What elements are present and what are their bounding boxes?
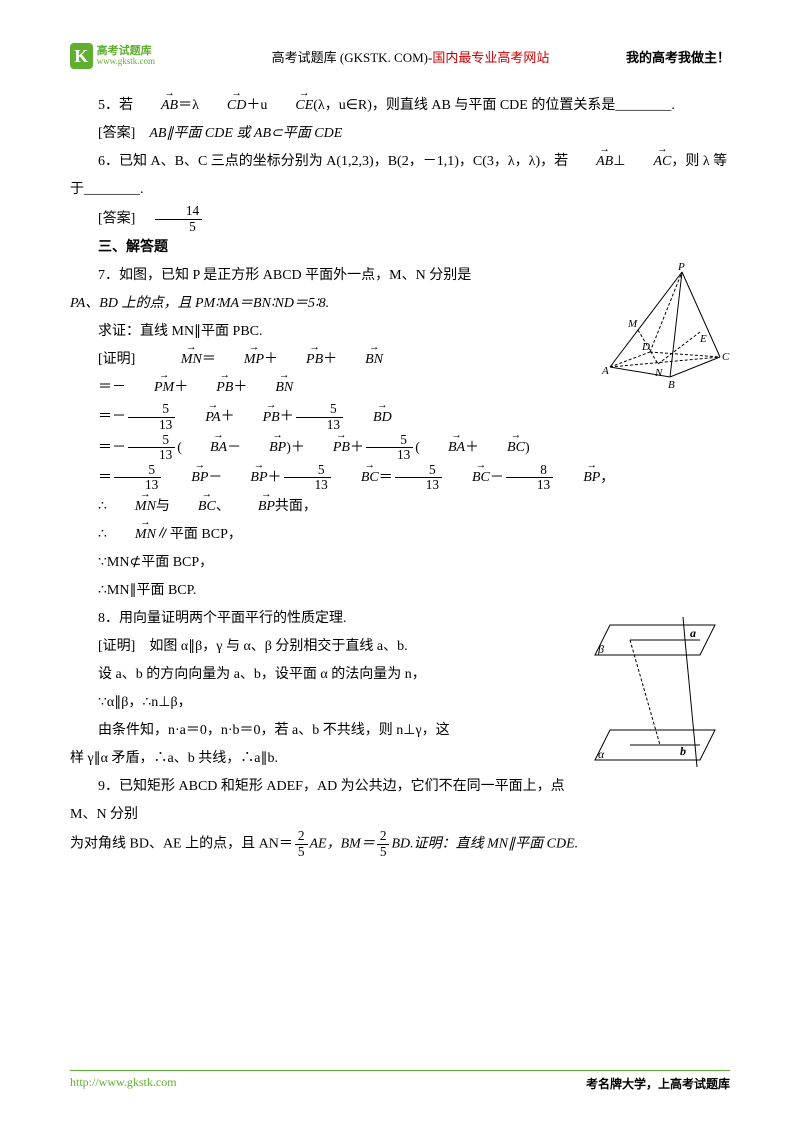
lbl-a-line: a	[690, 626, 696, 640]
footer-url: http://www.gkstk.com	[70, 1075, 177, 1092]
q7-s6: ∥平面 BCP，	[156, 527, 242, 542]
vec-mn3: MN	[107, 521, 156, 549]
logo-icon: K	[70, 43, 93, 69]
q9-line2a: 为对角线 BD、AE 上的点，且 AN＝	[70, 836, 293, 851]
vec-cd: CD	[199, 92, 246, 120]
q5-tail: (λ，u∈R)，则直线 AB 与平面 CDE 的位置关系是________.	[313, 98, 675, 113]
vec-ac: AC	[625, 148, 671, 176]
q5-mid1: ＝λ	[178, 98, 199, 113]
q7-step8: ∴MN∥平面 BCP.	[70, 577, 730, 605]
header-center-red: 国内最专业高考网站	[432, 50, 549, 65]
q9-line2c: BD.证明：直线 MN∥平面 CDE.	[391, 836, 578, 851]
q6-line1: 6．已知 A、B、C 三点的坐标分别为 A(1,2,3)，B(2，－1,1)，C…	[98, 154, 568, 169]
lbl-c: C	[722, 351, 730, 363]
q9-f1d: 5	[295, 845, 308, 860]
vec-pm: PM	[126, 374, 174, 402]
lbl-b-line: b	[680, 744, 686, 758]
q7-s5d: 共面，	[275, 499, 317, 514]
vec-bp4: BP	[555, 464, 600, 492]
vec-bc3: BC	[444, 464, 490, 492]
header-center-prefix: 高考试题库 (GKSTK. COM)-	[272, 50, 433, 65]
lbl-p: P	[677, 262, 685, 273]
q6-answer: [答案] 145	[70, 204, 730, 234]
vec-bc2: BC	[333, 464, 379, 492]
q6-statement: 6．已知 A、B、C 三点的坐标分别为 A(1,2,3)，B(2，－1,1)，C…	[70, 148, 730, 204]
q9-f1n: 2	[295, 829, 308, 845]
lbl-d: D	[641, 341, 650, 353]
pyramid-figure: P A B C D E M N	[600, 262, 730, 403]
lbl-n: N	[654, 367, 663, 379]
q9-line2b: AE，BM＝	[310, 836, 375, 851]
planes-figure: β α a b	[590, 605, 730, 786]
q7-s5c: 、	[216, 499, 230, 514]
q7-step6: ∴MN∥平面 BCP，	[70, 521, 730, 549]
vec-ce: CE	[267, 92, 313, 120]
q7-s5a: ∴	[98, 499, 107, 514]
q9-f2n: 2	[377, 829, 390, 845]
logo-url: www.gkstk.com	[97, 57, 155, 67]
q7-s5b: 与	[156, 499, 170, 514]
vec-bc4: BC	[170, 493, 216, 521]
logo: K 高考试题库 www.gkstk.com	[70, 40, 155, 72]
lbl-a: A	[601, 365, 609, 377]
q9-line2: 为对角线 BD、AE 上的点，且 AN＝25AE，BM＝25BD.证明：直线 M…	[70, 829, 730, 859]
pyramid-svg: P A B C D E M N	[600, 262, 730, 392]
q8-proof-label: [证明]	[98, 639, 149, 654]
lbl-beta: β	[597, 642, 604, 656]
q5-label: 5．若	[98, 98, 133, 113]
lbl-alpha: α	[598, 747, 605, 761]
q5-statement: 5．若AB＝λCD＋uCE(λ，u∈R)，则直线 AB 与平面 CDE 的位置关…	[70, 92, 730, 120]
planes-svg: β α a b	[590, 605, 730, 775]
q8-line2: 如图 α∥β，γ 与 α、β 分别相交于直线 a、b.	[149, 639, 407, 654]
q9-frac2: 25	[377, 829, 390, 859]
q6-frac-num: 14	[155, 204, 202, 220]
vec-bn: BN	[337, 346, 383, 374]
q7-step2: ＝－513PA＋PB＋513BD	[70, 402, 730, 432]
content-body: 5．若AB＝λCD＋uCE(λ，u∈R)，则直线 AB 与平面 CDE 的位置关…	[70, 92, 730, 859]
vec-ab: AB	[133, 92, 178, 120]
header-right: 我的高考我做主！	[626, 47, 730, 66]
lbl-m: M	[627, 318, 638, 330]
q6-frac-den: 5	[155, 220, 202, 235]
q7-step7: ∵MN⊄平面 BCP，	[70, 549, 730, 577]
q7-line2-text: PA、BD 上的点，且 PM∶MA＝BN∶ND＝5∶8.	[70, 296, 329, 311]
q6-ans-label: [答案]	[98, 211, 149, 226]
q9-frac1: 25	[295, 829, 308, 859]
section3-text: 三、解答题	[98, 240, 168, 255]
vec-bp5: BP	[230, 493, 275, 521]
vec-ab2: AB	[568, 148, 613, 176]
page-footer: http://www.gkstk.com 考名牌大学，上高考试题库	[70, 1070, 730, 1092]
lbl-b: B	[668, 379, 675, 391]
q6-frac: 145	[155, 204, 202, 234]
q6-perp: ⊥	[613, 154, 625, 169]
header-center: 高考试题库 (GKSTK. COM)-国内最专业高考网站	[195, 47, 626, 66]
footer-slogan: 考名牌大学，上高考试题库	[586, 1075, 730, 1092]
q5-ans-text: AB∥平面 CDE 或 AB⊂平面 CDE	[149, 126, 342, 141]
q5-mid2: ＋u	[246, 98, 267, 113]
q7-step5: ∴MN与BC、BP共面，	[70, 493, 730, 521]
lbl-e: E	[699, 333, 707, 345]
q5-ans-label: [答案]	[98, 126, 149, 141]
section3-title: 三、解答题	[70, 234, 730, 262]
page-header: K 高考试题库 www.gkstk.com 高考试题库 (GKSTK. COM)…	[70, 40, 730, 72]
q9-f2d: 5	[377, 845, 390, 860]
vec-bd: BD	[345, 404, 392, 432]
